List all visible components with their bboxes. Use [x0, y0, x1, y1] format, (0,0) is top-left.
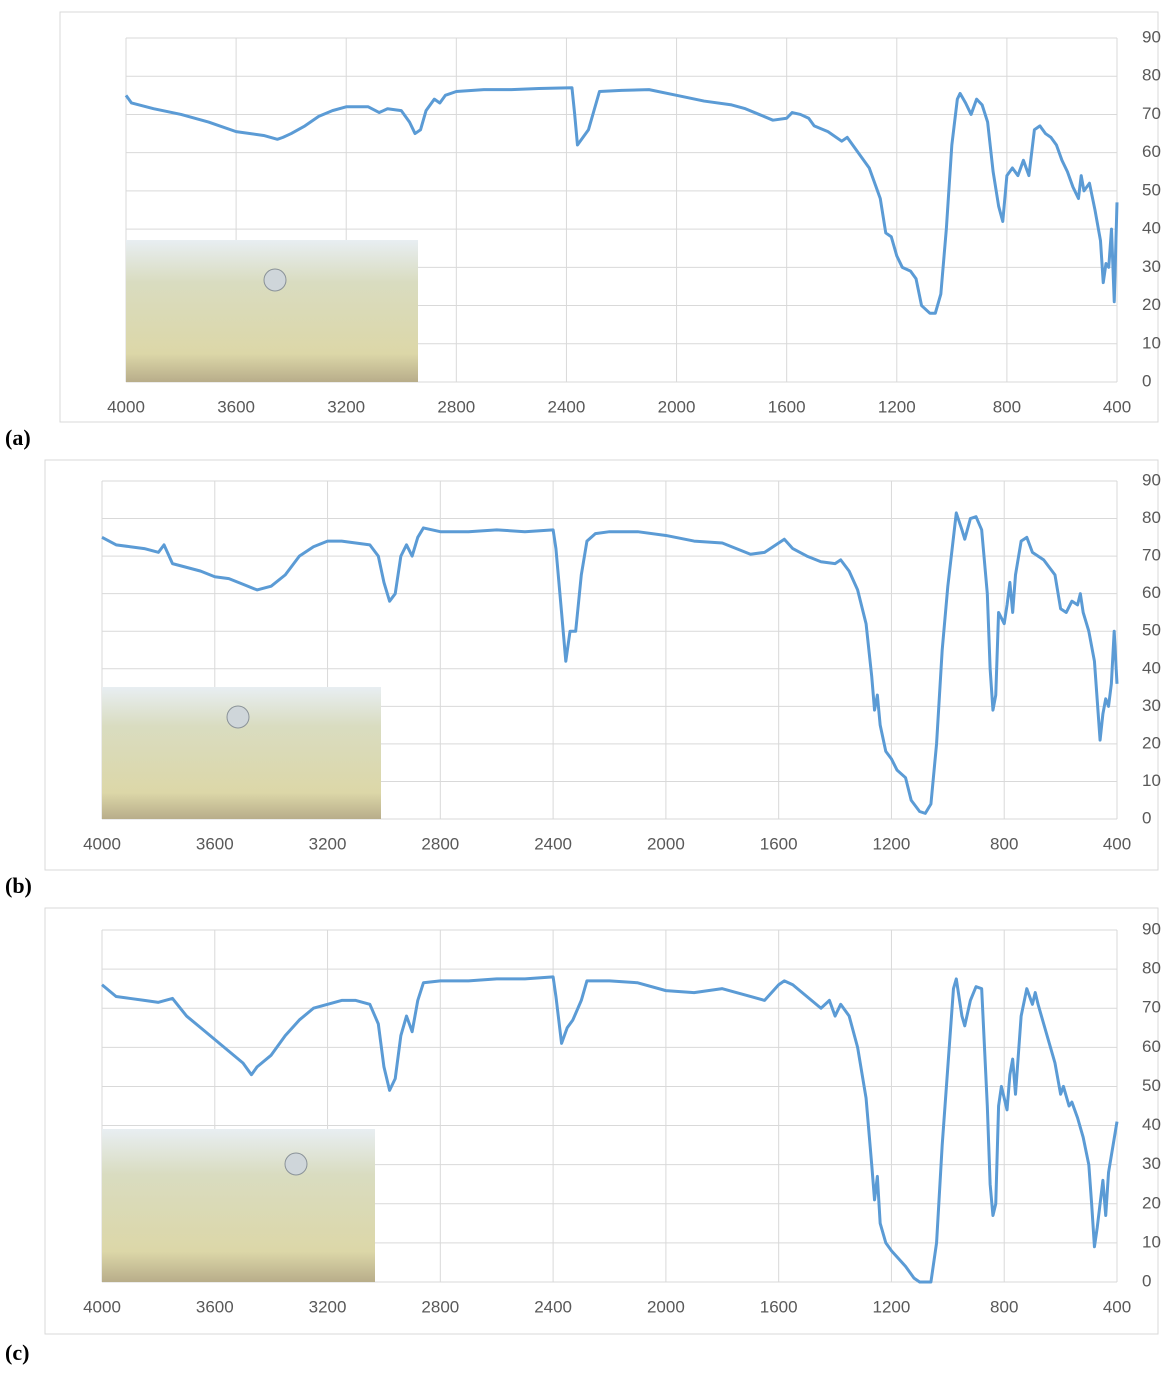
- y-tick-label: 70: [1142, 546, 1161, 565]
- x-tick-label: 2800: [437, 397, 475, 416]
- y-tick-label: 90: [1142, 470, 1161, 489]
- x-tick-label: 3600: [217, 397, 255, 416]
- x-tick-label: 2800: [421, 834, 459, 853]
- x-tick-label: 2000: [658, 397, 696, 416]
- y-tick-label: 80: [1142, 66, 1161, 85]
- spectrum-line: [101, 511, 1119, 815]
- y-tick-label: 80: [1142, 508, 1161, 527]
- x-tick-label: 2400: [534, 1297, 572, 1316]
- panel-frame: [44, 907, 1159, 1335]
- x-tick-label: 1600: [768, 397, 806, 416]
- x-tick-label: 4000: [107, 397, 145, 416]
- y-tick-label: 50: [1142, 1076, 1161, 1095]
- x-tick-label: 4000: [83, 834, 121, 853]
- panel-frame: [59, 11, 1159, 423]
- x-tick-label: 800: [990, 834, 1018, 853]
- x-tick-label: 3600: [196, 834, 234, 853]
- x-tick-label: 2000: [647, 834, 685, 853]
- y-tick-label: 10: [1142, 1232, 1161, 1251]
- y-tick-label: 0: [1142, 1271, 1151, 1290]
- x-tick-label: 2400: [548, 397, 586, 416]
- y-tick-label: 40: [1142, 1115, 1161, 1134]
- y-tick-label: 70: [1142, 998, 1161, 1017]
- inset-photo: [102, 240, 418, 1282]
- panel-label: (a): [5, 425, 31, 450]
- spectrum-line: [101, 975, 1119, 1284]
- x-tick-label: 400: [1103, 834, 1131, 853]
- y-tick-label: 90: [1142, 919, 1161, 938]
- y-tick-label: 50: [1142, 180, 1161, 199]
- y-tick-label: 40: [1142, 658, 1161, 677]
- x-tick-label: 400: [1103, 397, 1131, 416]
- y-tick-label: 0: [1142, 808, 1151, 827]
- y-tick-label: 20: [1142, 733, 1161, 752]
- spectrum-line: [124, 86, 1119, 315]
- x-tick-label: 2000: [647, 1297, 685, 1316]
- y-tick-label: 60: [1142, 583, 1161, 602]
- x-tick-label: 3200: [327, 397, 365, 416]
- y-tick-label: 40: [1142, 219, 1161, 238]
- x-tick-label: 400: [1103, 1297, 1131, 1316]
- y-tick-label: 20: [1142, 1193, 1161, 1212]
- y-tick-label: 90: [1142, 27, 1161, 46]
- y-tick-label: 10: [1142, 771, 1161, 790]
- panel-label: (c): [5, 1340, 29, 1365]
- x-tick-label: 800: [990, 1297, 1018, 1316]
- x-tick-label: 1200: [873, 1297, 911, 1316]
- x-tick-label: 1200: [873, 834, 911, 853]
- y-tick-label: 10: [1142, 333, 1161, 352]
- y-tick-label: 30: [1142, 257, 1161, 276]
- x-tick-label: 3200: [309, 834, 347, 853]
- y-tick-label: 30: [1142, 696, 1161, 715]
- x-tick-label: 3200: [309, 1297, 347, 1316]
- y-tick-label: 80: [1142, 959, 1161, 978]
- x-tick-label: 1200: [878, 397, 916, 416]
- x-tick-label: 1600: [760, 834, 798, 853]
- panel-frame: [44, 459, 1159, 871]
- y-tick-label: 20: [1142, 295, 1161, 314]
- panel-label: (b): [5, 873, 32, 898]
- x-tick-label: 800: [993, 397, 1021, 416]
- x-tick-label: 2400: [534, 834, 572, 853]
- x-tick-label: 3600: [196, 1297, 234, 1316]
- y-tick-label: 70: [1142, 104, 1161, 123]
- y-tick-label: 60: [1142, 1037, 1161, 1056]
- y-tick-label: 30: [1142, 1154, 1161, 1173]
- y-tick-label: 50: [1142, 621, 1161, 640]
- y-tick-label: 60: [1142, 142, 1161, 161]
- x-tick-label: 1600: [760, 1297, 798, 1316]
- y-tick-label: 0: [1142, 371, 1151, 390]
- x-tick-label: 2800: [421, 1297, 459, 1316]
- x-tick-label: 4000: [83, 1297, 121, 1316]
